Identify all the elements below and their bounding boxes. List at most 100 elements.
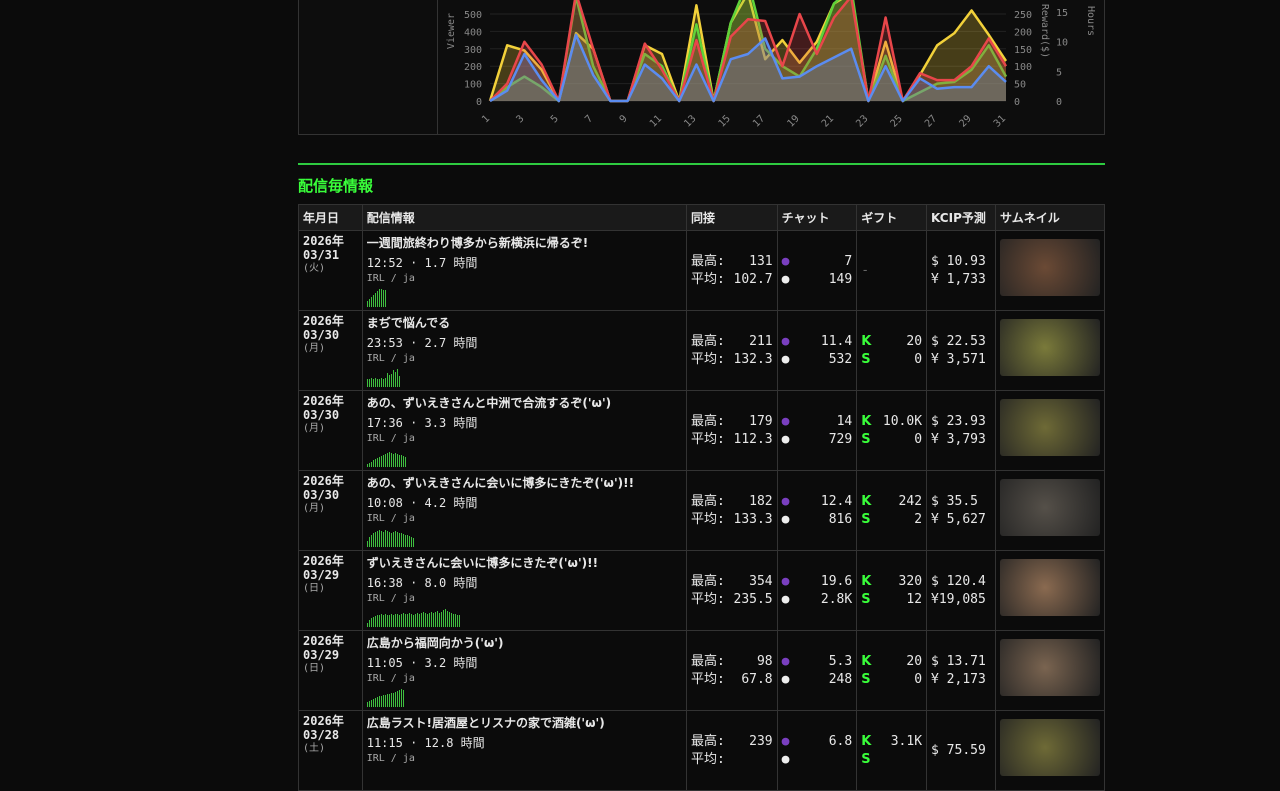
stream-title[interactable]: あの、ずいえきさんと中洲で合流するぞ('ω') [366, 396, 612, 410]
stream-category: IRL / ja [366, 353, 415, 364]
sparkline-bar [378, 530, 380, 547]
year: 2026年 [303, 714, 344, 728]
sub-icon: S [861, 671, 871, 687]
sparkline-bar [368, 299, 370, 307]
thumbnail-image[interactable] [999, 239, 1100, 296]
column-header[interactable]: 年月日 [298, 204, 363, 231]
sparkline-bar [378, 696, 380, 707]
sparkline-bar [394, 372, 396, 387]
stream-title[interactable]: あの、ずいえきさんに会いに博多にきたぞ('ω')!! [366, 476, 635, 490]
sparkline-bar [456, 615, 458, 627]
table-row[interactable]: 2026年 03/30 (月) あの、ずいえきさんと中洲で合流するぞ('ω') 17:… [298, 390, 1106, 471]
date-cell: 2026年 03/30 (月) [298, 310, 363, 391]
gift-s: 2 [914, 511, 923, 527]
gift-k: 20 [906, 653, 923, 669]
sparkline-bar [404, 457, 406, 467]
x-tick: 25 [889, 113, 905, 129]
viewers-cell: 最高: 131 平均: 102.7 [685, 230, 778, 311]
column-header[interactable]: 同接 [685, 204, 778, 231]
stream-title[interactable]: 一週間旅終わり博多から新横浜に帰るぞ! [366, 236, 589, 250]
viewer-sparkline [366, 607, 682, 627]
avg-label: 平均: [690, 351, 725, 367]
chat-count: 2.8K [820, 591, 853, 607]
usd-estimate: $ 13.71 [931, 653, 986, 669]
sub-icon: S [861, 351, 871, 367]
max-label: 最高: [690, 733, 725, 749]
sparkline-bar [412, 538, 414, 547]
x-tick: 31 [992, 113, 1008, 129]
sparkline-bar [374, 378, 376, 387]
gift-cell: K 320 S 12 [856, 550, 928, 631]
column-header[interactable]: ギフト [856, 204, 928, 231]
kick-icon: K [861, 653, 872, 669]
column-header[interactable]: 配信情報 [361, 204, 687, 231]
chart-side-panel [299, 0, 438, 134]
thumbnail-image[interactable] [999, 719, 1100, 776]
stream-title[interactable]: 広島から福岡向かう('ω') [366, 636, 504, 650]
avg-viewers: 102.7 [733, 271, 773, 287]
stream-title[interactable]: 広島ラスト!居酒屋とリスナの家で酒雑('ω') [366, 716, 605, 730]
table-row[interactable]: 2026年 03/30 (月) あの、ずいえきさんに会いに博多にきたぞ('ω')!!… [298, 470, 1106, 551]
max-viewers: 131 [749, 253, 773, 269]
weekday: (月) [303, 503, 326, 514]
sparkline-bar [398, 615, 400, 627]
chat-rate: 7 [844, 253, 853, 269]
stream-info-cell: 広島ラスト!居酒屋とリスナの家で酒雑('ω') 11:15 · 12.8 時間 IR… [361, 710, 687, 791]
sparkline-bar [386, 694, 388, 707]
sparkline-bar [400, 455, 402, 467]
sparkline-bar [458, 615, 460, 627]
sparkline-bar [392, 532, 394, 547]
table-row[interactable]: 2026年 03/30 (月) まぢで悩んでる 23:53 · 2.7 時間 IRL /… [298, 310, 1106, 391]
table-row[interactable]: 2026年 03/29 (日) ずいえきさんに会いに博多にきたぞ('ω')!! 16:… [298, 550, 1106, 631]
viewer-sparkline [367, 767, 682, 787]
sparkline-bar [384, 454, 386, 467]
gift-s: 0 [914, 431, 923, 447]
y2-axis-label: Reward($) [1039, 4, 1050, 58]
sparkline-bar [390, 693, 392, 707]
thumbnail-image[interactable] [999, 399, 1100, 456]
sparkline-bar [372, 295, 374, 307]
viewers-cell: 最高: 182 平均: 133.3 [685, 470, 778, 551]
sparkline-bar [392, 370, 394, 387]
sparkline-bar [432, 613, 434, 627]
sparkline-bar [416, 613, 418, 627]
sparkline-bar [398, 690, 400, 707]
table-row[interactable]: 2026年 03/31 (火) 一週間旅終わり博多から新横浜に帰るぞ! 12:52 ·… [298, 230, 1106, 311]
max-label: 最高: [690, 653, 725, 669]
table-row[interactable]: 2026年 03/28 (土) 広島ラスト!居酒屋とリスナの家で酒雑('ω') 11:… [298, 710, 1106, 791]
sparkline-bar [392, 693, 394, 707]
sparkline-bar [388, 452, 390, 467]
stream-table: 年月日 配信情報 同接 チャット ギフト KCIP予測 サムネイル 2026年 03/31 (火… [298, 204, 1106, 791]
column-header[interactable]: チャット [776, 204, 858, 231]
sparkline-bar [378, 289, 380, 307]
viewers-cell: 最高: 179 平均: 112.3 [685, 390, 778, 471]
sub-icon: S [861, 511, 871, 527]
y-tick: 300 [464, 45, 482, 56]
thumbnail-image[interactable] [999, 319, 1100, 376]
chat-count: 816 [828, 511, 853, 527]
stream-title[interactable]: まぢで悩んでる [366, 316, 451, 330]
table-row[interactable]: 2026年 03/29 (日) 広島から福岡向かう('ω') 11:05 · 3.2 … [298, 630, 1106, 711]
sparkline-bar [384, 530, 386, 547]
sparkline-bar [418, 614, 420, 627]
date-cell: 2026年 03/29 (日) [298, 630, 363, 711]
stream-title[interactable]: ずいえきさんに会いに博多にきたぞ('ω')!! [366, 556, 599, 570]
chat-bubble-icon: ● [781, 351, 790, 367]
gift-cell: K 242 S 2 [856, 470, 928, 551]
stream-info-cell: あの、ずいえきさんに会いに博多にきたぞ('ω')!! 10:08 · 4.2 時間… [361, 470, 687, 551]
series-line-3 [489, 33, 1007, 103]
sparkline-bar [398, 376, 400, 387]
column-header[interactable]: KCIP予測 [926, 204, 996, 231]
thumbnail-image[interactable] [999, 639, 1100, 696]
column-header[interactable]: サムネイル [994, 204, 1106, 231]
thumbnail-cell [994, 230, 1106, 311]
month-day: 03/30 [303, 408, 340, 422]
sparkline-bar [378, 379, 380, 387]
sparkline-bar [430, 612, 432, 627]
thumbnail-image[interactable] [999, 559, 1100, 616]
chat-rate: 6.8 [828, 733, 853, 749]
thumbnail-image[interactable] [999, 479, 1100, 536]
sparkline-bar [450, 613, 452, 627]
kcip-cell: $ 22.53 ¥ 3,571 [926, 310, 996, 391]
month-day: 03/31 [303, 248, 340, 262]
